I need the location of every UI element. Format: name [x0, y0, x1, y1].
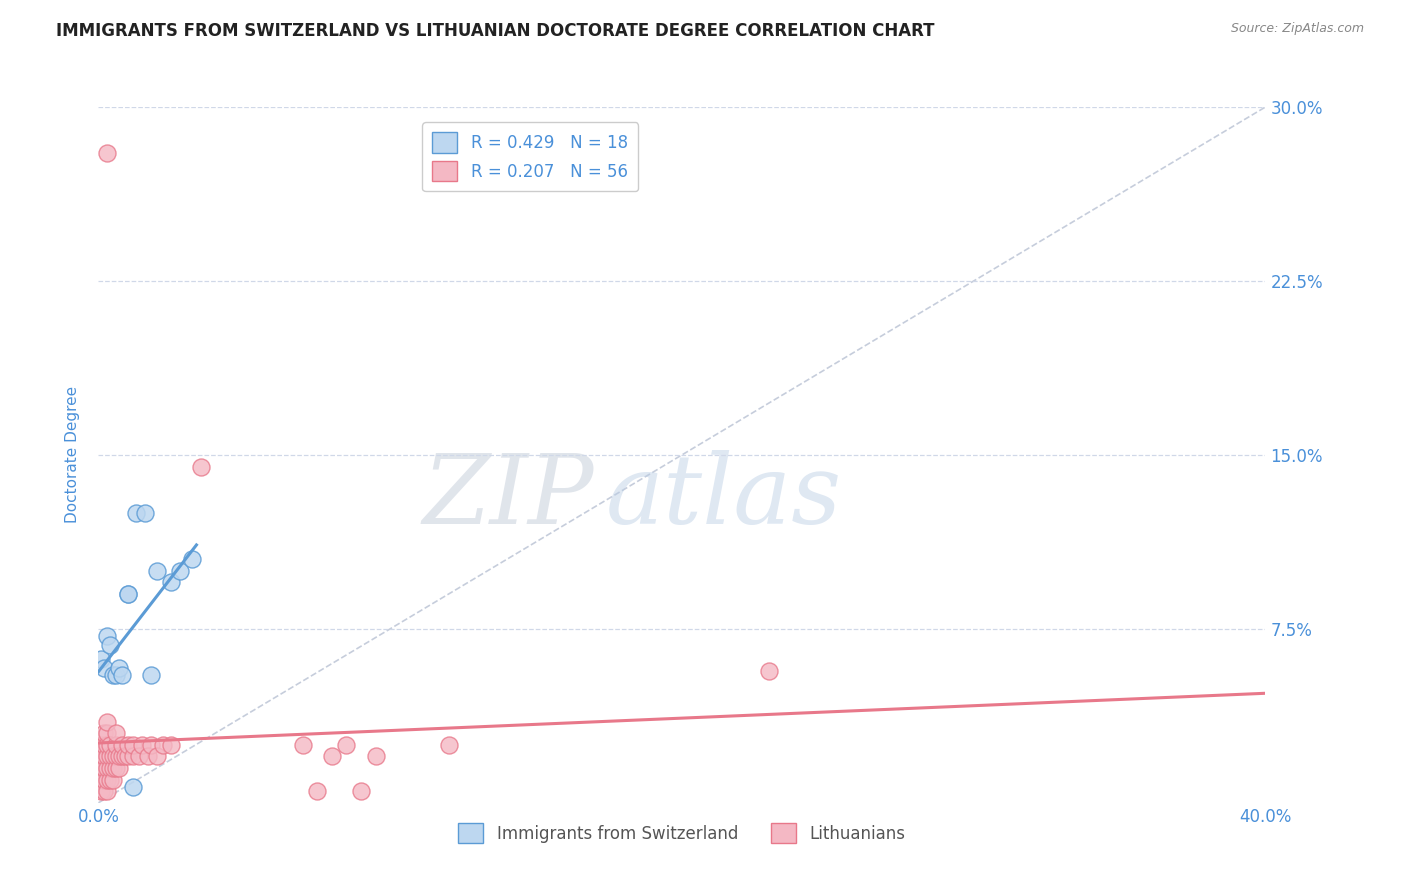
Point	[98, 772, 121, 787]
Point	[96, 749, 118, 764]
Point	[114, 749, 136, 764]
Point	[111, 668, 134, 682]
Point	[117, 749, 139, 764]
Point	[96, 629, 118, 643]
Point	[104, 668, 127, 682]
Text: IMMIGRANTS FROM SWITZERLAND VS LITHUANIAN DOCTORATE DEGREE CORRELATION CHART: IMMIGRANTS FROM SWITZERLAND VS LITHUANIA…	[56, 22, 935, 40]
Point	[122, 780, 145, 794]
Point	[125, 506, 148, 520]
Point	[104, 761, 127, 775]
Point	[350, 784, 373, 798]
Point	[160, 575, 183, 590]
Point	[90, 772, 112, 787]
Point	[90, 652, 112, 666]
Point	[96, 146, 118, 161]
Legend: Immigrants from Switzerland, Lithuanians: Immigrants from Switzerland, Lithuanians	[451, 816, 912, 850]
Point	[190, 459, 212, 474]
Point	[93, 761, 115, 775]
Point	[146, 564, 169, 578]
Point	[131, 738, 153, 752]
Point	[96, 714, 118, 729]
Point	[104, 726, 127, 740]
Point	[111, 749, 134, 764]
Point	[93, 784, 115, 798]
Point	[364, 749, 387, 764]
Point	[98, 638, 121, 652]
Text: ZIP: ZIP	[423, 450, 595, 543]
Point	[93, 749, 115, 764]
Point	[96, 726, 118, 740]
Point	[437, 738, 460, 752]
Point	[152, 738, 174, 752]
Point	[101, 668, 124, 682]
Point	[758, 664, 780, 678]
Point	[160, 738, 183, 752]
Point	[104, 749, 127, 764]
Point	[90, 749, 112, 764]
Point	[96, 738, 118, 752]
Point	[335, 738, 357, 752]
Point	[117, 587, 139, 601]
Point	[90, 738, 112, 752]
Point	[134, 506, 156, 520]
Point	[90, 784, 112, 798]
Point	[96, 784, 118, 798]
Point	[122, 749, 145, 764]
Text: Source: ZipAtlas.com: Source: ZipAtlas.com	[1230, 22, 1364, 36]
Point	[321, 749, 343, 764]
Point	[96, 772, 118, 787]
Point	[169, 564, 191, 578]
Point	[307, 784, 329, 798]
Point	[128, 749, 150, 764]
Point	[139, 738, 162, 752]
Point	[101, 772, 124, 787]
Point	[101, 749, 124, 764]
Point	[104, 738, 127, 752]
Point	[146, 749, 169, 764]
Y-axis label: Doctorate Degree: Doctorate Degree	[65, 386, 80, 524]
Point	[117, 587, 139, 601]
Point	[108, 661, 131, 675]
Point	[117, 738, 139, 752]
Point	[139, 668, 162, 682]
Point	[98, 761, 121, 775]
Point	[108, 761, 131, 775]
Point	[111, 738, 134, 752]
Point	[136, 749, 159, 764]
Point	[93, 772, 115, 787]
Point	[122, 738, 145, 752]
Point	[93, 738, 115, 752]
Point	[101, 761, 124, 775]
Point	[93, 661, 115, 675]
Point	[93, 726, 115, 740]
Point	[98, 738, 121, 752]
Text: atlas: atlas	[606, 450, 842, 543]
Point	[291, 738, 314, 752]
Point	[180, 552, 202, 566]
Point	[108, 749, 131, 764]
Point	[98, 749, 121, 764]
Point	[90, 761, 112, 775]
Point	[96, 761, 118, 775]
